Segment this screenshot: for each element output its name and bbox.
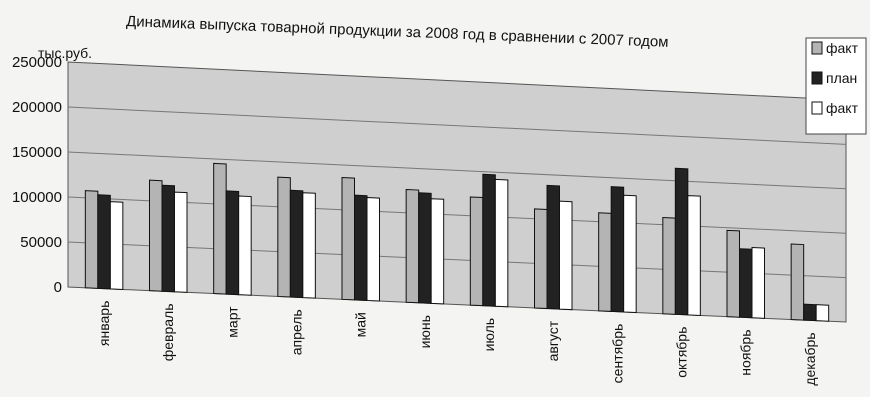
legend-swatch xyxy=(811,41,823,55)
x-tick-label: июль xyxy=(481,318,497,351)
y-axis: 0 50000 100000 150000 200000 250000 xyxy=(12,54,62,296)
gridline xyxy=(67,196,847,234)
legend-label: факт xyxy=(826,40,859,56)
bar xyxy=(674,167,689,316)
bar xyxy=(790,243,805,321)
x-tick-label: апрель xyxy=(289,309,305,355)
y-tick-label: 50000 xyxy=(20,234,62,251)
bar xyxy=(482,173,496,307)
x-axis: январь февраль март апрель май июнь июль август… xyxy=(96,301,818,386)
legend-swatch xyxy=(811,101,823,115)
legend-swatch xyxy=(811,71,823,85)
bar xyxy=(598,212,612,312)
bar xyxy=(97,194,111,290)
x-tick-label: февраль xyxy=(160,304,176,362)
y-tick-label: 250000 xyxy=(12,54,62,71)
bar xyxy=(803,303,817,322)
x-tick-label: декабрь xyxy=(802,332,818,385)
bar xyxy=(546,184,560,310)
chart-title: Динамика выпуска товарной продукции за 2… xyxy=(126,13,669,51)
gridline xyxy=(67,241,847,279)
bar xyxy=(289,189,304,299)
gridline xyxy=(67,151,847,190)
legend-label: факт xyxy=(826,100,859,116)
y-tick-label: 200000 xyxy=(12,99,62,116)
bar xyxy=(726,229,740,318)
x-tick-label: май xyxy=(353,312,369,337)
x-tick-label: март xyxy=(224,306,240,338)
bars xyxy=(84,162,830,322)
y-axis-unit-label: тыс.руб. xyxy=(38,45,92,61)
plot-area xyxy=(67,61,847,323)
bar xyxy=(751,246,765,319)
bar xyxy=(149,179,163,292)
bar xyxy=(213,162,227,295)
bar xyxy=(739,248,753,319)
x-tick-label: июнь xyxy=(417,315,433,348)
x-tick-label: ноябрь xyxy=(738,329,754,375)
bar xyxy=(84,190,99,289)
bar xyxy=(366,196,380,302)
bar xyxy=(430,198,445,305)
bar xyxy=(225,190,240,296)
x-tick-label: январь xyxy=(96,301,112,346)
x-tick-label: октябрь xyxy=(674,327,690,378)
bar xyxy=(662,217,676,315)
bar xyxy=(418,192,432,304)
bar xyxy=(494,178,509,308)
bar xyxy=(623,194,637,314)
x-tick-label: август xyxy=(545,320,561,361)
bar xyxy=(109,201,124,290)
y-tick-label: 150000 xyxy=(12,144,62,161)
x-tick-label: сентябрь xyxy=(609,324,625,384)
bar xyxy=(238,195,252,296)
bar xyxy=(469,196,484,307)
bar xyxy=(354,194,368,301)
legend: факт план факт xyxy=(805,37,867,135)
y-tick-label: 0 xyxy=(54,279,62,296)
bar xyxy=(341,176,355,301)
bar xyxy=(559,200,573,311)
bar xyxy=(610,186,625,313)
bar xyxy=(534,208,548,310)
bar xyxy=(405,188,420,304)
gridlines xyxy=(67,106,847,279)
y-tick-label: 100000 xyxy=(12,189,62,206)
bar xyxy=(277,176,291,298)
gridline xyxy=(67,106,847,145)
legend-label: план xyxy=(826,70,857,86)
bar xyxy=(815,304,830,322)
bar xyxy=(687,195,701,316)
bar xyxy=(302,192,316,299)
bar xyxy=(174,191,188,293)
bar xyxy=(161,184,175,293)
